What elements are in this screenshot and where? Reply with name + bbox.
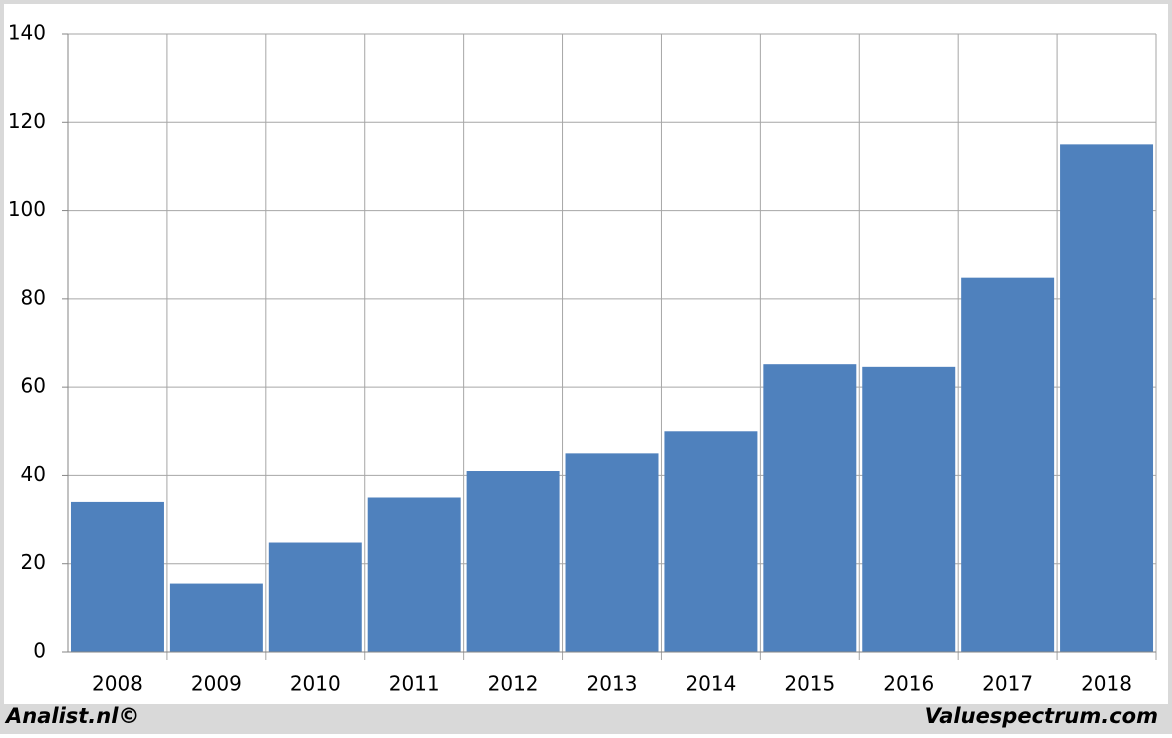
y-tick-label: 60	[21, 374, 46, 398]
bar	[268, 542, 362, 652]
x-tick-label: 2008	[92, 672, 143, 696]
x-tick-label: 2017	[982, 672, 1033, 696]
y-tick-label: 80	[21, 285, 46, 309]
y-tick-label: 0	[33, 639, 46, 663]
y-tick-label: 140	[8, 21, 46, 45]
bar	[565, 453, 659, 652]
footer-right: Valuespectrum.com	[925, 704, 1158, 728]
x-tick-label: 2016	[883, 672, 934, 696]
footer-left: Analist.nl©	[4, 704, 139, 728]
bar	[961, 277, 1055, 652]
x-tick-label: 2018	[1081, 672, 1132, 696]
y-tick-label: 40	[21, 462, 46, 486]
bar	[367, 497, 461, 652]
x-tick-label: 2014	[685, 672, 736, 696]
bar	[862, 366, 956, 652]
x-tick-label: 2015	[784, 672, 835, 696]
x-tick-label: 2012	[488, 672, 539, 696]
bar	[664, 431, 758, 652]
x-tick-label: 2013	[587, 672, 638, 696]
bar	[763, 364, 857, 652]
x-tick-label: 2010	[290, 672, 341, 696]
x-tick-label: 2009	[191, 672, 242, 696]
bar	[70, 501, 164, 652]
y-tick-label: 20	[21, 550, 46, 574]
y-tick-label: 100	[8, 197, 46, 221]
bar	[466, 471, 560, 652]
bar	[1060, 144, 1154, 652]
bar	[169, 583, 263, 652]
x-tick-label: 2011	[389, 672, 440, 696]
y-tick-label: 120	[8, 109, 46, 133]
